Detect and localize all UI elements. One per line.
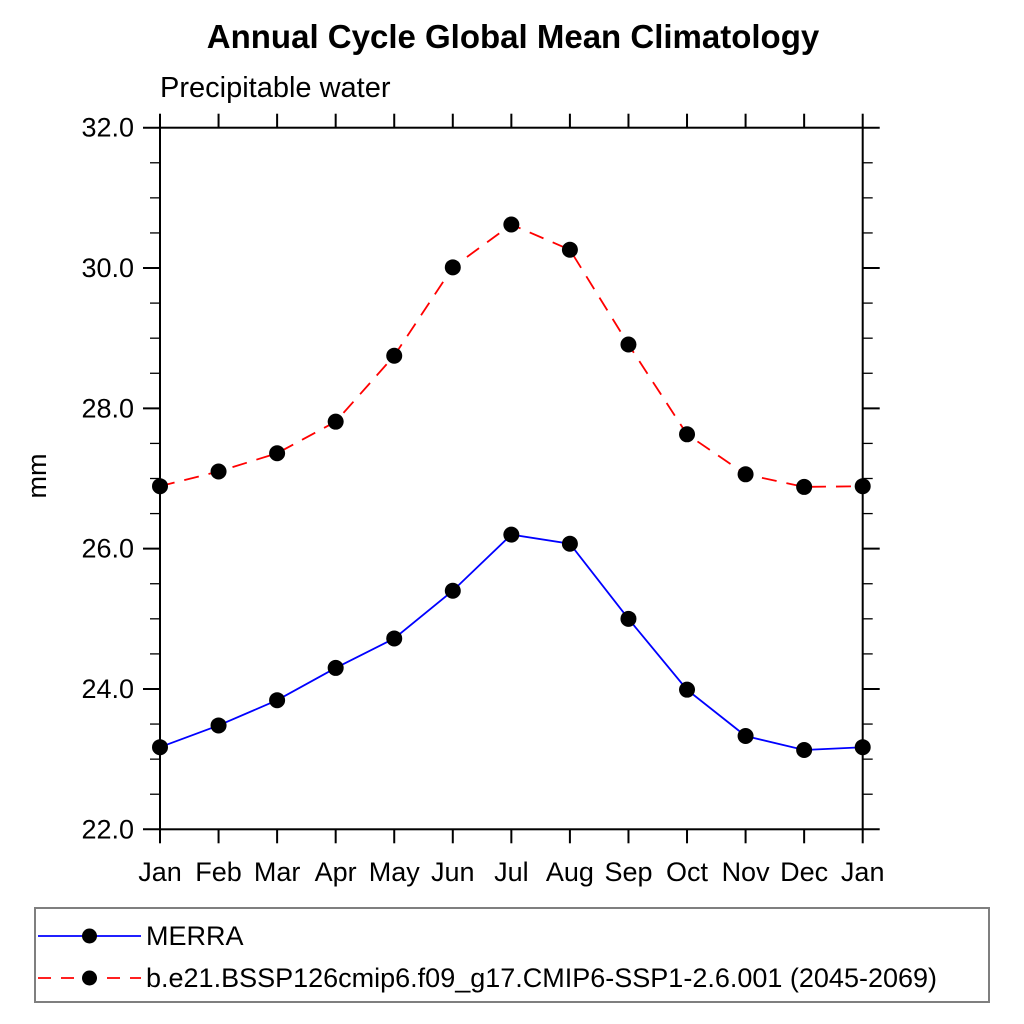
x-tick-label: Feb (195, 857, 242, 887)
x-tick-label: Dec (780, 857, 828, 887)
y-tick-label: 22.0 (81, 814, 134, 844)
x-tick-label: Jul (494, 857, 529, 887)
x-tick-label: Sep (604, 857, 652, 887)
series-model (152, 216, 871, 495)
data-point-marker (386, 347, 403, 364)
data-point-marker (152, 478, 168, 495)
data-point-marker (620, 336, 637, 353)
data-point-marker (269, 692, 286, 709)
chart-title: Annual Cycle Global Mean Climatology (207, 18, 820, 55)
data-point-marker (561, 535, 578, 552)
data-point-marker (854, 739, 871, 756)
data-point-marker (210, 717, 227, 734)
y-tick-label: 28.0 (81, 393, 134, 423)
data-point-marker (796, 742, 813, 759)
legend-entry: MERRA (38, 921, 244, 951)
chart-subtitle: Precipitable water (160, 72, 391, 104)
x-tick-label: May (369, 857, 421, 887)
data-point-marker (327, 413, 344, 430)
x-tick-label: Apr (315, 857, 357, 887)
data-point-marker (503, 526, 520, 543)
x-tick-label: Oct (666, 857, 709, 887)
y-tick-label: 32.0 (81, 113, 134, 143)
y-tick-label: 30.0 (81, 253, 134, 283)
legend-entry-marker (82, 928, 97, 944)
data-point-marker (386, 630, 403, 647)
x-tick-label: Aug (546, 857, 594, 887)
data-point-marker (620, 610, 637, 627)
legend-entry: b.e21.BSSP126cmip6.f09_g17.CMIP6-SSP1-2.… (38, 963, 937, 993)
data-point-marker (796, 478, 813, 495)
data-point-marker (444, 582, 461, 599)
data-point-marker (444, 259, 461, 276)
data-point-marker (737, 466, 754, 483)
data-series (152, 216, 871, 759)
legend-entry-label: b.e21.BSSP126cmip6.f09_g17.CMIP6-SSP1-2.… (146, 963, 937, 993)
data-point-marker (679, 681, 696, 698)
data-point-marker (737, 727, 754, 744)
data-point-marker (503, 216, 520, 233)
x-tick-label: Jan (138, 857, 182, 887)
data-point-marker (210, 463, 227, 480)
axis-ticks (143, 113, 880, 844)
data-point-marker (152, 739, 168, 756)
legend-box (34, 907, 990, 1003)
y-axis-label: mm (22, 454, 52, 499)
data-point-marker (269, 445, 286, 462)
data-point-marker (854, 478, 871, 495)
y-tick-label: 24.0 (81, 674, 134, 704)
x-tick-label: Jan (841, 857, 885, 887)
x-tick-label: Mar (254, 857, 301, 887)
legend-entry-marker (82, 970, 97, 986)
data-point-marker (679, 426, 696, 443)
x-tick-labels: Jan Feb Mar Apr May Jun Jul Aug Sep Oct Nov Dec Jan (138, 857, 884, 887)
legend-entry-label: MERRA (146, 921, 244, 951)
data-point-marker (327, 659, 344, 676)
legend: MERRA b.e21.BSSP126cmip6.f09_g17.CMIP6-SS… (34, 907, 990, 1003)
y-tick-labels: 22.0 24.0 26.0 28.0 30.0 32.0 (81, 113, 134, 845)
series-merra (152, 526, 871, 759)
data-point-marker (561, 241, 578, 258)
x-tick-label: Nov (722, 857, 771, 887)
y-tick-label: 26.0 (81, 534, 134, 564)
x-tick-label: Jun (431, 857, 475, 887)
